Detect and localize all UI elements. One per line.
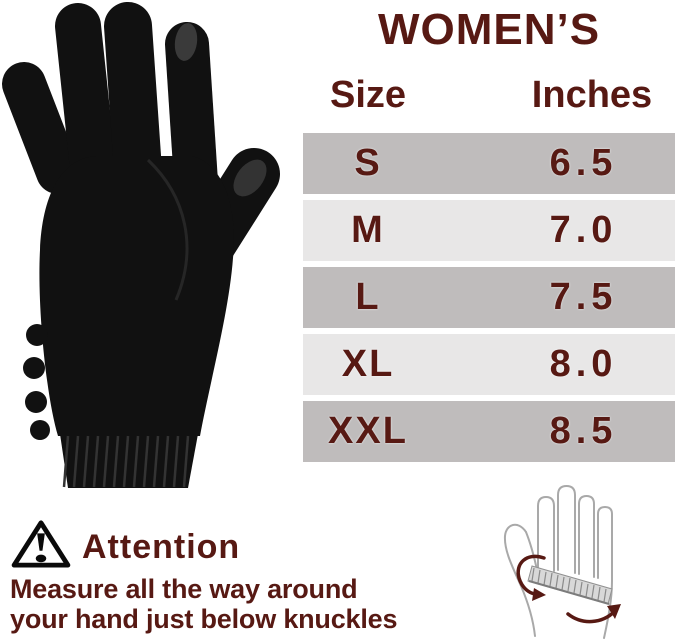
inches-cell: 8.5: [549, 410, 618, 452]
size-cell: M: [351, 209, 385, 251]
measure-line-2: your hand just below knuckles: [10, 604, 398, 634]
chart-title: WOMEN’S: [377, 5, 601, 54]
measure-instructions: Measure all the way around your hand jus…: [10, 574, 490, 634]
size-cell: S: [354, 142, 382, 184]
table-row-s: S 6.5: [303, 133, 675, 194]
measuring-hand-illustration: [503, 484, 621, 639]
warning-triangle-icon: [11, 520, 71, 568]
size-cell: XXL: [328, 410, 408, 452]
size-table: S 6.5 M 7.0 L 7.5 XL 8.0 XXL 8.5: [303, 0, 675, 470]
size-cell: XL: [341, 343, 395, 385]
inches-cell: 7.5: [549, 276, 618, 318]
measure-line-1: Measure all the way around: [10, 574, 358, 604]
glove-photo: [2, 2, 280, 488]
table-row-m: M 7.0: [303, 200, 675, 261]
inches-cell: 6.5: [549, 142, 618, 184]
table-row-l: L 7.5: [303, 267, 675, 328]
column-header-inches: Inches: [531, 74, 653, 116]
size-cell: L: [355, 276, 381, 318]
attention-heading: Attention: [82, 527, 241, 566]
table-row-xxl: XXL 8.5: [303, 401, 675, 462]
attention-block: Attention: [10, 519, 240, 569]
column-header-size: Size: [329, 74, 407, 116]
table-row-xl: XL 8.0: [303, 334, 675, 395]
inches-cell: 7.0: [549, 209, 618, 251]
inches-cell: 8.0: [549, 343, 618, 385]
